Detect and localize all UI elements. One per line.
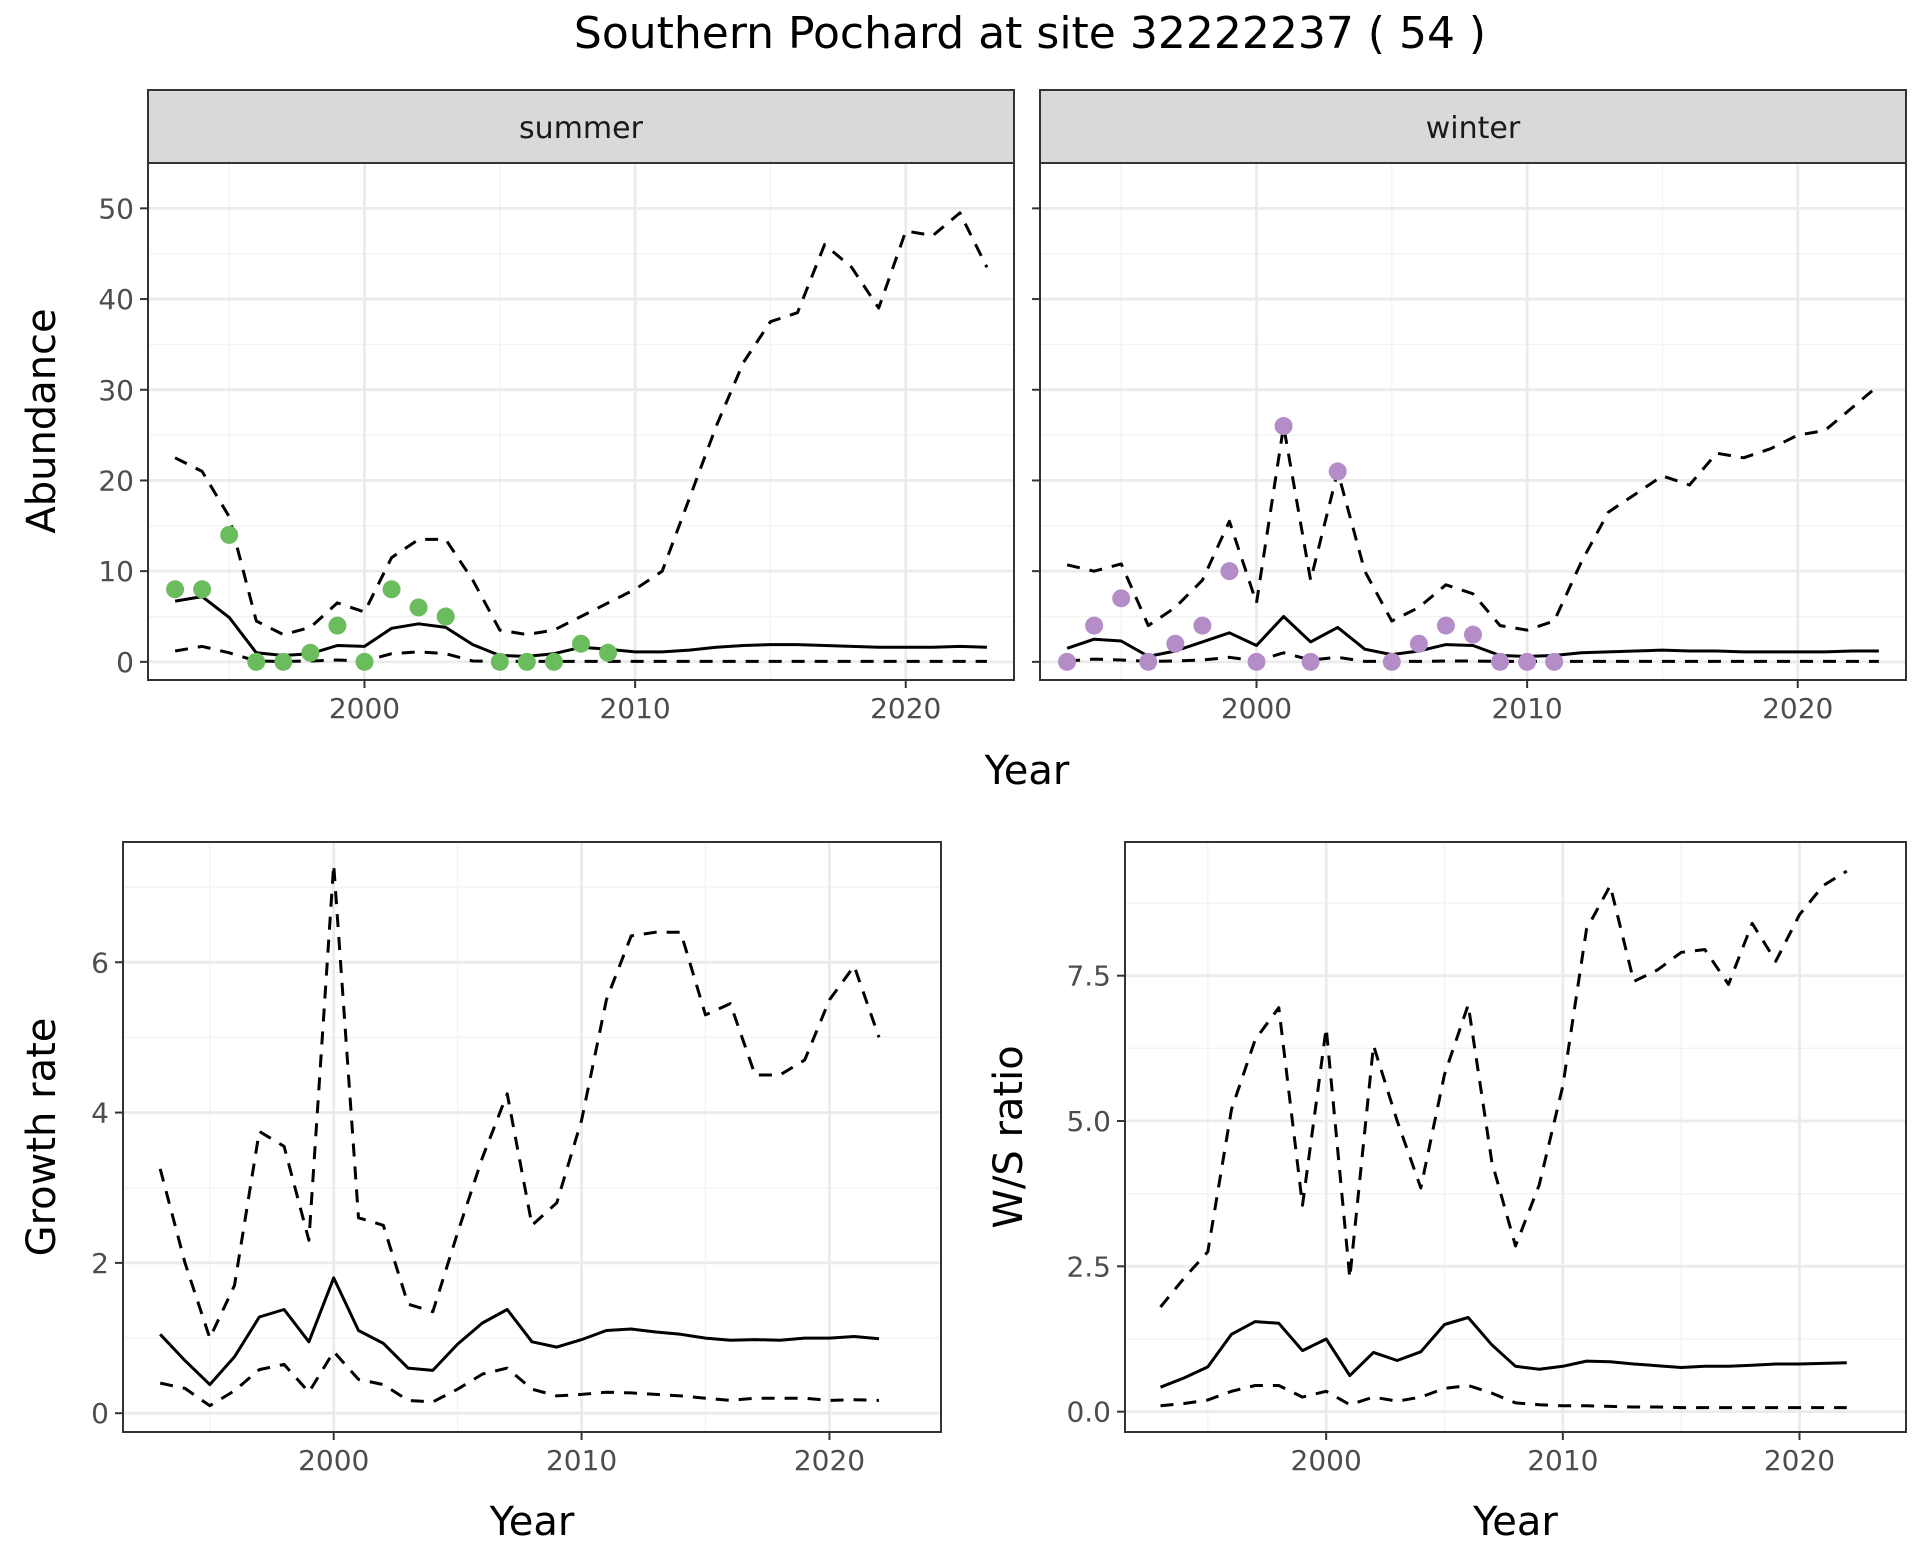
abundance-winter-observed-point (1085, 616, 1104, 635)
growth-x-axis-title: Year (489, 1499, 575, 1545)
abundance-summer-observed-point (166, 580, 185, 599)
abundance-winter-observed-point (1491, 652, 1510, 671)
abundance-winter-observed-point (1247, 652, 1266, 671)
ws-ratio-ci-line-2 (1160, 1384, 1847, 1410)
growth-rate-chart: 2000 2010 2020 0 2 4 6 Year Growth rate (19, 841, 942, 1545)
abundance-summer-x-tick-label: 2010 (599, 692, 670, 725)
abundance-chart: summer 2000 2010 2020 0 10 20 30 40 50 winter 2000 2… (19, 89, 1907, 794)
abundance-summer-observed-point (247, 652, 266, 671)
abundance-winter-x-tick-label: 2000 (1221, 692, 1292, 725)
ws-ratio-chart: 2000 2010 2020 0.0 2.5 5.0 7.5 Year W/S ratio (986, 841, 1907, 1545)
abundance-winter-observed-point (1436, 616, 1455, 635)
facet-strip-summer (147, 89, 1015, 164)
abundance-summer-observed-point (355, 652, 374, 671)
growth-panel-background (123, 842, 941, 1432)
abundance-summer-observed-point (436, 607, 455, 626)
abundance-winter-observed-point (1545, 652, 1564, 671)
abundance-y-axis-title: Abundance (19, 308, 65, 533)
ws-ratio-y-tick-label: 0.0 (1066, 1396, 1111, 1429)
abundance-summer-observed-point (490, 652, 509, 671)
abundance-winter-fitted-line (1066, 615, 1879, 658)
growth-y-tick-label: 0 (91, 1397, 109, 1430)
abundance-summer-observed-point (328, 616, 347, 635)
growth-ci-line-1 (158, 863, 881, 1340)
abundance-winter-x-tick-label: 2010 (1491, 692, 1562, 725)
abundance-summer-y-tick-label: 50 (98, 192, 134, 225)
abundance-facet-summer: summer 2000 2010 2020 0 10 20 30 40 50 (98, 89, 1015, 725)
growth-y-tick-label: 6 (91, 946, 109, 979)
abundance-summer-observed-point (572, 634, 590, 653)
ws-ratio-y-tick-label: 7.5 (1066, 960, 1111, 993)
abundance-summer-observed-point (193, 580, 212, 599)
abundance-summer-x-tick-label: 2020 (870, 692, 941, 725)
growth-x-tick-label: 2020 (794, 1444, 865, 1477)
growth-fitted-line (159, 1276, 880, 1387)
abundance-summer-y-tick-label: 0 (116, 646, 134, 679)
abundance-summer-observed-point (274, 652, 293, 671)
abundance-winter-observed-point (1518, 652, 1537, 671)
abundance-winter-observed-point (1464, 625, 1482, 644)
abundance-winter-ci-line-2 (1066, 651, 1879, 663)
abundance-summer-y-tick-label: 20 (98, 464, 134, 497)
ws-ratio-panel-border (1124, 841, 1907, 1433)
abundance-summer-panel-border (147, 162, 1015, 681)
abundance-summer-y-tick-label: 30 (98, 374, 134, 407)
abundance-summer-observed-point (517, 652, 536, 671)
ws-ratio-x-tick-label: 2000 (1291, 1444, 1362, 1477)
abundance-winter-panel-border (1039, 162, 1907, 681)
growth-x-tick-label: 2000 (298, 1444, 369, 1477)
abundance-winter-observed-point (1382, 652, 1401, 671)
abundance-summer-observed-point (382, 580, 401, 599)
ws-ratio-y-tick-label: 2.5 (1066, 1250, 1111, 1283)
ws-ratio-x-axis-title: Year (1472, 1499, 1558, 1545)
ws-ratio-x-tick-label: 2020 (1764, 1444, 1835, 1477)
growth-y-tick-label: 4 (91, 1097, 109, 1130)
abundance-winter-observed-point (1301, 652, 1320, 671)
abundance-x-axis-title: Year (984, 748, 1070, 794)
abundance-winter-observed-point (1112, 589, 1131, 608)
abundance-summer-panel-background (148, 163, 1014, 680)
growth-y-axis-title: Growth rate (19, 1018, 65, 1257)
abundance-winter-observed-point (1058, 652, 1077, 671)
ws-ratio-y-axis-title: W/S ratio (986, 1045, 1032, 1228)
abundance-summer-y-tick-label: 10 (98, 555, 134, 588)
abundance-summer-observed-point (599, 643, 618, 662)
abundance-winter-observed-point (1274, 417, 1293, 436)
abundance-winter-observed-point (1193, 616, 1212, 635)
abundance-winter-observed-point (1409, 634, 1428, 653)
abundance-facet-winter: winter 2000 2010 2020 (1032, 89, 1907, 725)
abundance-winter-observed-point (1166, 634, 1185, 653)
abundance-summer-x-tick-label: 2000 (329, 692, 400, 725)
main-title: Southern Pochard at site 32222237 ( 54 ) (574, 8, 1486, 59)
growth-y-tick-label: 2 (91, 1247, 109, 1280)
abundance-winter-panel-background (1040, 163, 1906, 680)
abundance-summer-y-tick-label: 40 (98, 283, 134, 316)
ws-ratio-fitted-line (1159, 1316, 1847, 1389)
abundance-summer-observed-point (409, 598, 428, 617)
abundance-winter-x-tick-label: 2020 (1762, 692, 1833, 725)
ws-ratio-panel-background (1125, 842, 1906, 1432)
abundance-summer-observed-point (220, 525, 239, 544)
abundance-summer-observed-point (301, 643, 320, 662)
abundance-winter-observed-point (1328, 462, 1347, 481)
ws-ratio-ci-line-1 (1159, 869, 1848, 1308)
abundance-summer-observed-point (544, 652, 563, 671)
facet-strip-winter (1039, 89, 1907, 164)
abundance-winter-observed-point (1220, 562, 1239, 581)
ws-ratio-x-tick-label: 2010 (1527, 1444, 1598, 1477)
ws-ratio-y-tick-label: 5.0 (1066, 1105, 1111, 1138)
abundance-summer-ci-line-1 (174, 211, 989, 637)
abundance-winter-ci-line-1 (1066, 384, 1880, 632)
abundance-winter-observed-point (1139, 652, 1158, 671)
facet-strip-label-summer: summer (519, 111, 644, 146)
growth-x-tick-label: 2010 (546, 1444, 617, 1477)
growth-panel-border (122, 841, 942, 1433)
facet-strip-label-winter: winter (1426, 111, 1521, 146)
growth-ci-line-2 (159, 1350, 880, 1408)
